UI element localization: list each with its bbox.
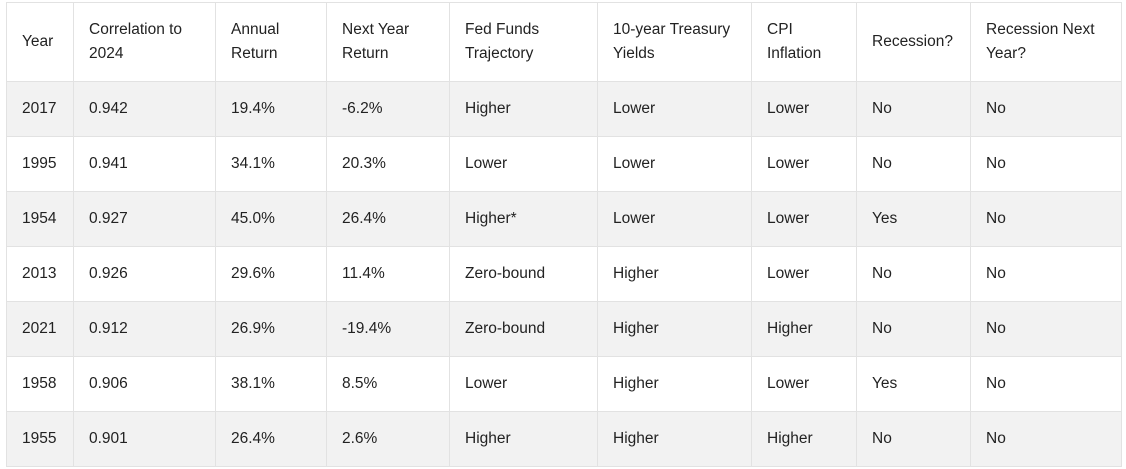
cell-next-year-return: 20.3%: [326, 136, 450, 192]
table-row: 1955 0.901 26.4% 2.6% Higher Higher High…: [6, 411, 1122, 467]
cell-fed-funds: Higher: [449, 411, 598, 467]
cell-next-year-return: -6.2%: [326, 81, 450, 137]
historical-comparison-table: Year Correlation to 2024 Annual Return N…: [6, 2, 1122, 467]
cell-year: 2021: [6, 301, 74, 357]
cell-correlation: 0.901: [73, 411, 216, 467]
header-cpi-inflation: CPI Inflation: [751, 2, 857, 82]
cell-recession-next-year: No: [970, 356, 1122, 412]
cell-recession-next-year: No: [970, 191, 1122, 247]
header-correlation: Correlation to 2024: [73, 2, 216, 82]
cell-year: 1995: [6, 136, 74, 192]
header-next-year-return: Next Year Return: [326, 2, 450, 82]
cell-recession-next-year: No: [970, 411, 1122, 467]
cell-annual-return: 34.1%: [215, 136, 327, 192]
cell-recession: No: [856, 301, 971, 357]
cell-treasury-yields: Higher: [597, 411, 752, 467]
cell-year: 1955: [6, 411, 74, 467]
cell-next-year-return: 8.5%: [326, 356, 450, 412]
cell-year: 2013: [6, 246, 74, 302]
cell-annual-return: 38.1%: [215, 356, 327, 412]
cell-recession-next-year: No: [970, 246, 1122, 302]
cell-fed-funds: Zero-bound: [449, 301, 598, 357]
cell-annual-return: 26.4%: [215, 411, 327, 467]
cell-fed-funds: Lower: [449, 136, 598, 192]
cell-cpi-inflation: Higher: [751, 411, 857, 467]
cell-recession-next-year: No: [970, 301, 1122, 357]
cell-annual-return: 26.9%: [215, 301, 327, 357]
table-row: 1995 0.941 34.1% 20.3% Lower Lower Lower…: [6, 136, 1122, 192]
cell-treasury-yields: Higher: [597, 301, 752, 357]
cell-cpi-inflation: Lower: [751, 81, 857, 137]
cell-recession: No: [856, 411, 971, 467]
table-row: 1954 0.927 45.0% 26.4% Higher* Lower Low…: [6, 191, 1122, 247]
cell-treasury-yields: Lower: [597, 191, 752, 247]
cell-cpi-inflation: Lower: [751, 191, 857, 247]
cell-treasury-yields: Higher: [597, 246, 752, 302]
cell-annual-return: 45.0%: [215, 191, 327, 247]
header-recession: Recession?: [856, 2, 971, 82]
header-fed-funds: Fed Funds Trajectory: [449, 2, 598, 82]
cell-fed-funds: Zero-bound: [449, 246, 598, 302]
cell-year: 2017: [6, 81, 74, 137]
table-row: 2021 0.912 26.9% -19.4% Zero-bound Highe…: [6, 301, 1122, 357]
cell-recession: Yes: [856, 191, 971, 247]
historical-comparison-table-container: Year Correlation to 2024 Annual Return N…: [6, 2, 1122, 467]
cell-fed-funds: Higher*: [449, 191, 598, 247]
header-treasury-yields: 10-year Treasury Yields: [597, 2, 752, 82]
cell-next-year-return: 11.4%: [326, 246, 450, 302]
cell-annual-return: 19.4%: [215, 81, 327, 137]
header-row: Year Correlation to 2024 Annual Return N…: [6, 2, 1122, 82]
cell-treasury-yields: Lower: [597, 136, 752, 192]
cell-correlation: 0.926: [73, 246, 216, 302]
cell-fed-funds: Higher: [449, 81, 598, 137]
cell-cpi-inflation: Lower: [751, 136, 857, 192]
cell-annual-return: 29.6%: [215, 246, 327, 302]
table-row: 2017 0.942 19.4% -6.2% Higher Lower Lowe…: [6, 81, 1122, 137]
table-row: 2013 0.926 29.6% 11.4% Zero-bound Higher…: [6, 246, 1122, 302]
cell-treasury-yields: Higher: [597, 356, 752, 412]
cell-recession-next-year: No: [970, 81, 1122, 137]
cell-correlation: 0.942: [73, 81, 216, 137]
cell-recession-next-year: No: [970, 136, 1122, 192]
cell-cpi-inflation: Lower: [751, 356, 857, 412]
cell-year: 1954: [6, 191, 74, 247]
cell-correlation: 0.906: [73, 356, 216, 412]
cell-next-year-return: 26.4%: [326, 191, 450, 247]
cell-fed-funds: Lower: [449, 356, 598, 412]
cell-cpi-inflation: Lower: [751, 246, 857, 302]
cell-year: 1958: [6, 356, 74, 412]
cell-next-year-return: -19.4%: [326, 301, 450, 357]
cell-cpi-inflation: Higher: [751, 301, 857, 357]
cell-treasury-yields: Lower: [597, 81, 752, 137]
cell-correlation: 0.912: [73, 301, 216, 357]
cell-next-year-return: 2.6%: [326, 411, 450, 467]
header-annual-return: Annual Return: [215, 2, 327, 82]
cell-recession: No: [856, 136, 971, 192]
cell-recession: No: [856, 81, 971, 137]
cell-correlation: 0.927: [73, 191, 216, 247]
cell-correlation: 0.941: [73, 136, 216, 192]
header-year: Year: [6, 2, 74, 82]
table-row: 1958 0.906 38.1% 8.5% Lower Higher Lower…: [6, 356, 1122, 412]
cell-recession: No: [856, 246, 971, 302]
header-recession-next-year: Recession Next Year?: [970, 2, 1122, 82]
cell-recession: Yes: [856, 356, 971, 412]
